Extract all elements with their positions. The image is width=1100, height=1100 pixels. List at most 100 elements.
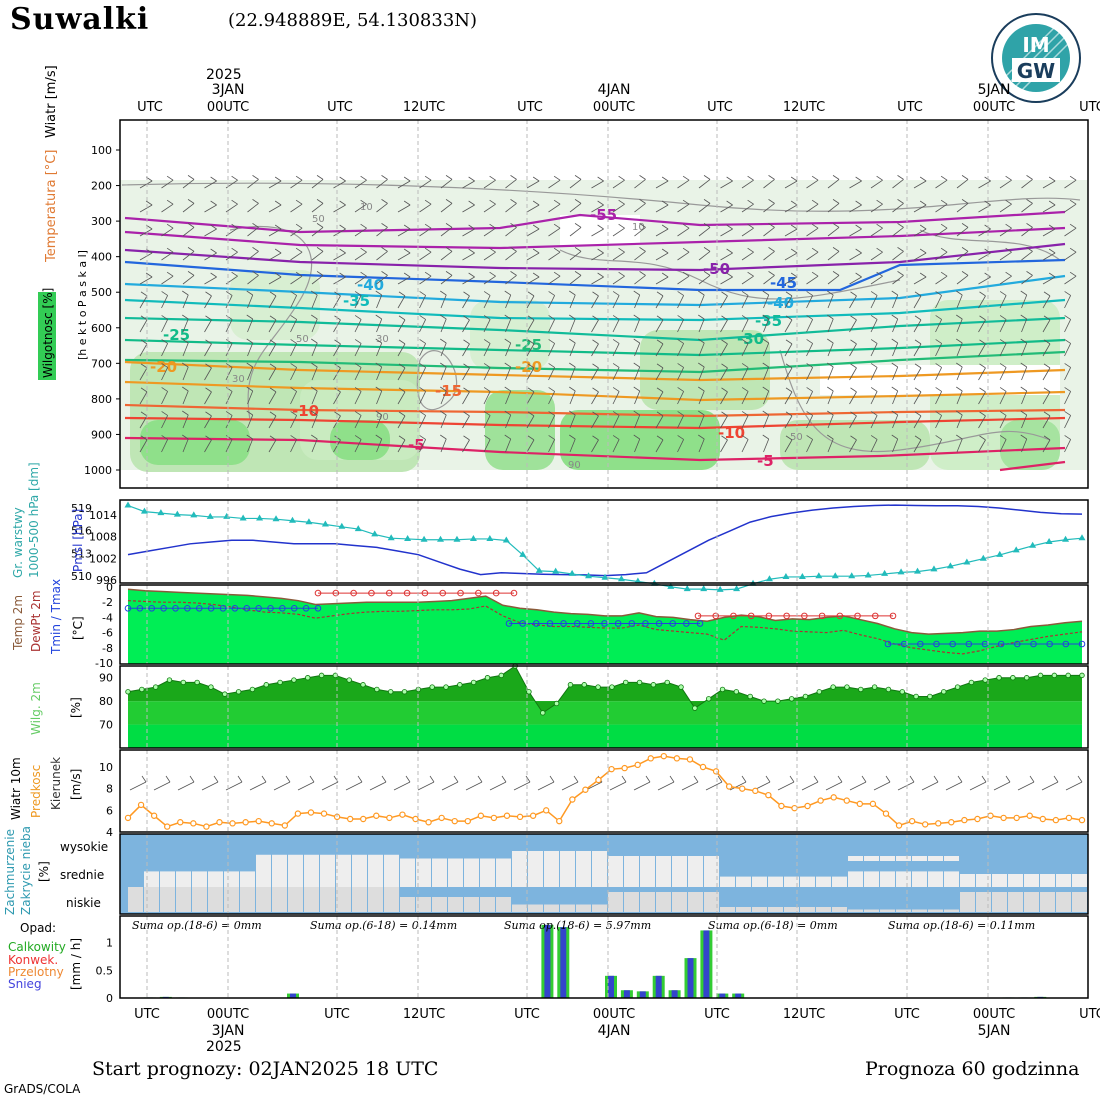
surface-wind-barb-feather xyxy=(213,775,219,783)
wind-barb-feather xyxy=(274,200,282,206)
wind-barb xyxy=(182,251,195,261)
precip-bar-snow xyxy=(735,993,742,998)
wind-barb xyxy=(935,203,948,213)
wind-barb-feather xyxy=(311,410,318,416)
wind-barb xyxy=(612,415,620,429)
forecast-start: Start prognozy: 02JAN2025 18 UTC xyxy=(92,1058,439,1080)
wind-speed-marker xyxy=(647,755,654,762)
wind-barb-feather xyxy=(1020,314,1027,320)
wind-barb xyxy=(784,252,798,261)
wind-barb xyxy=(827,179,840,189)
wind-barb xyxy=(311,318,318,333)
wind-speed-marker xyxy=(216,819,223,826)
tmin-marker xyxy=(560,620,567,627)
wind-barb-feather xyxy=(569,410,576,416)
wind-barb xyxy=(268,439,277,453)
wind-barb-feather xyxy=(618,223,625,229)
wind-barb xyxy=(440,179,453,189)
wind-barb xyxy=(161,179,174,189)
wind-barb-feather xyxy=(274,224,282,230)
wind-barb xyxy=(655,252,669,261)
top-axis-date: 4JAN xyxy=(598,82,631,98)
thickness-marker xyxy=(765,575,773,582)
humidity-marker xyxy=(788,696,795,702)
tmin-marker xyxy=(267,604,274,612)
wind-barb-feather xyxy=(897,199,904,204)
wind-barb-feather xyxy=(592,291,599,297)
wind-barb-feather xyxy=(806,291,813,296)
cloud-column xyxy=(448,858,463,861)
surface-wind-barb-feather xyxy=(549,775,555,783)
wind-barb xyxy=(268,252,282,261)
wind-barb xyxy=(440,227,453,237)
wind-barb xyxy=(784,343,793,357)
wind-barb xyxy=(247,438,254,453)
humidity-marker xyxy=(166,677,173,683)
cloud-column xyxy=(608,892,623,912)
surface-wind-barb xyxy=(273,781,291,791)
wind-barb-feather xyxy=(850,387,857,393)
bottom-axis-time: 00UTC xyxy=(973,1007,1015,1022)
wind-barb-feather xyxy=(956,314,963,320)
wind-barb-feather xyxy=(463,435,470,441)
wind-barb xyxy=(741,367,749,381)
wind-barb xyxy=(483,319,491,333)
wind-barb-feather xyxy=(870,339,878,344)
wind-barb xyxy=(1064,275,1077,285)
cloud-column xyxy=(240,887,255,912)
wind-barb-feather xyxy=(205,411,212,417)
wind-speed-marker xyxy=(1000,814,1007,822)
wind-barb-feather xyxy=(677,363,684,368)
wind-barb xyxy=(999,295,1007,309)
humidity-marker xyxy=(636,679,643,686)
humidity-cell xyxy=(140,420,250,465)
wind-barb xyxy=(935,319,942,333)
temperature-contour xyxy=(124,226,1066,250)
thickness-marker xyxy=(634,577,642,584)
wind-barb-feather xyxy=(1020,386,1027,392)
wind-barb xyxy=(333,276,346,285)
humidity-tick-label: 90 xyxy=(99,672,113,685)
wind-barb xyxy=(1064,227,1077,237)
wind-barb xyxy=(204,295,212,309)
wind-barb xyxy=(806,295,813,309)
top-axis-time: UTC xyxy=(137,100,163,115)
thickness-marker xyxy=(206,512,214,519)
wind-barb xyxy=(225,367,233,381)
wind-barb-feather xyxy=(827,290,834,296)
wind-barb-feather xyxy=(633,434,640,440)
wind-barb xyxy=(376,294,383,309)
cloud-column xyxy=(704,892,719,912)
wind-barb-feather xyxy=(360,199,367,205)
wind-barb-feather xyxy=(850,291,857,297)
wind-barb-feather xyxy=(1026,199,1033,204)
wind-barb-feather xyxy=(592,339,599,345)
wind-barb xyxy=(827,275,840,285)
wind-barb xyxy=(978,204,991,213)
cloud-column xyxy=(288,887,303,912)
cloud-column xyxy=(496,897,511,912)
cloud-column xyxy=(576,851,591,861)
tmin-marker xyxy=(696,620,704,627)
wind-barb-feather xyxy=(1020,338,1027,344)
wind-speed-marker xyxy=(451,817,458,825)
wind-barb xyxy=(956,227,969,237)
cloud-column xyxy=(256,854,271,861)
wind-barb xyxy=(376,414,383,429)
pmsl-tick-label: 1014 xyxy=(89,509,117,522)
wind-barb-feather xyxy=(182,386,189,392)
wind-barb-feather xyxy=(811,175,819,181)
tmin-marker xyxy=(1062,640,1070,648)
wind-barb xyxy=(182,414,189,429)
wind-barb xyxy=(161,203,174,213)
wind-barb-feather xyxy=(979,291,986,297)
cloud-column xyxy=(224,887,239,912)
thickness-marker xyxy=(897,568,905,575)
wind-barb-feather xyxy=(979,387,986,393)
wind-barb-feather xyxy=(548,387,555,392)
label-cloud-unit: [%] xyxy=(37,861,51,882)
wind-barb xyxy=(419,319,426,333)
wind-barb xyxy=(870,203,883,213)
wind-barb-feather xyxy=(225,387,233,392)
wind-barb-feather xyxy=(1048,176,1056,182)
